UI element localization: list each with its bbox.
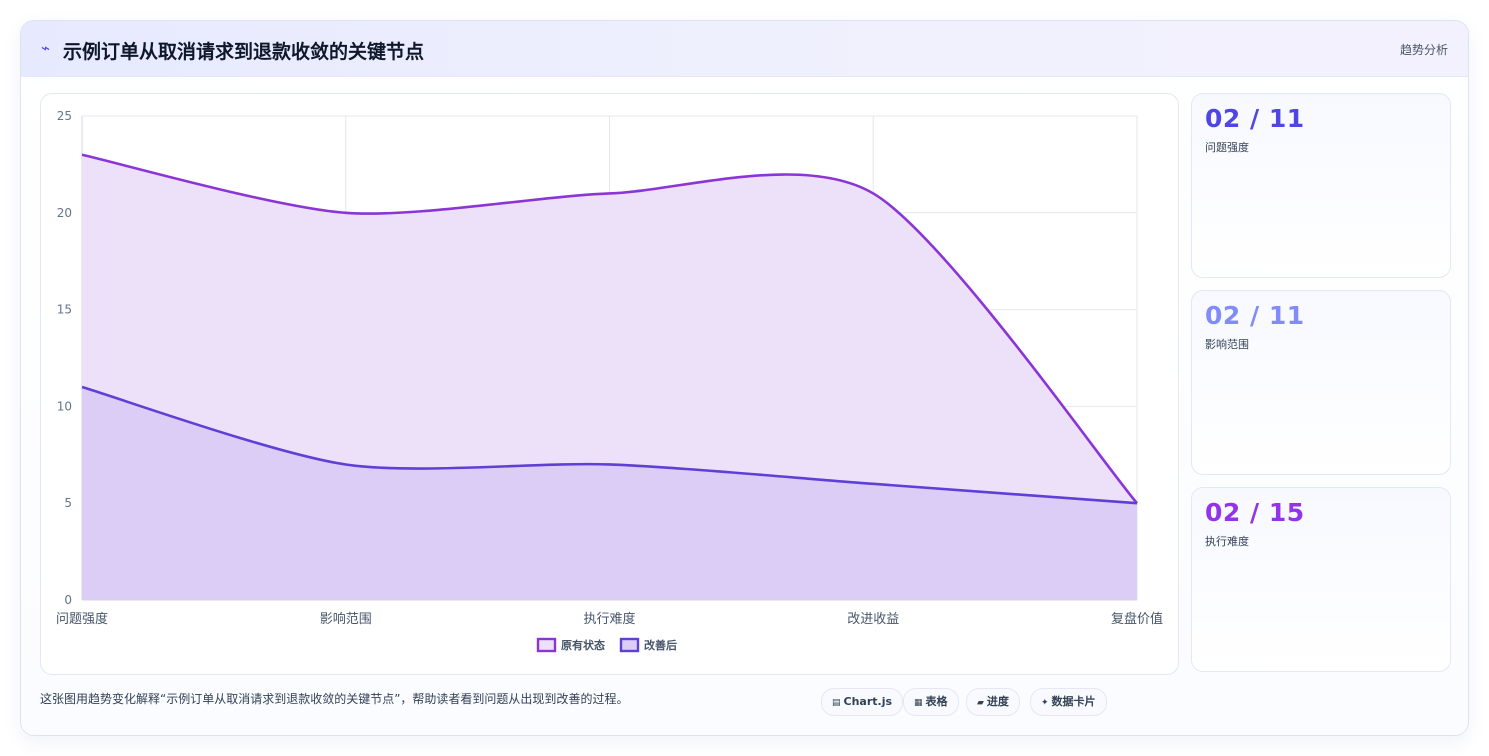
kpi-label: 执行难度 (1205, 535, 1249, 548)
card-title: 示例订单从取消请求到退款收敛的关键节点 (63, 41, 425, 63)
tag-label: Chart.js (843, 695, 893, 708)
legend-swatch (619, 637, 640, 653)
chart-card: ⌁ 示例订单从取消请求到退款收敛的关键节点 趋势分析 0 5 10 15 20 25 问题强… (20, 20, 1469, 736)
progress-icon: ▰ (977, 698, 984, 708)
tag-label: 数据卡片 (1051, 695, 1096, 708)
tag-table[interactable]: ▦ 表格 (903, 688, 959, 716)
trend-analysis-link[interactable]: 趋势分析 (1399, 43, 1448, 57)
tag-progress[interactable]: ▰ 进度 (966, 688, 1020, 716)
card-header: ⌁ 示例订单从取消请求到退款收敛的关键节点 趋势分析 (21, 21, 1468, 77)
chart-footnote: 这张图用趋势变化解释“示例订单从取消请求到退款收敛的关键节点”，帮助读者看到问题… (40, 692, 629, 706)
x-tick-label: 问题强度 (56, 611, 108, 627)
series-area (82, 387, 1137, 600)
kpi-label: 影响范围 (1205, 338, 1249, 351)
series-line (81, 385, 1138, 505)
kpi-value: 02 / 15 (1205, 498, 1305, 527)
kpi-card-problem-intensity: 02 / 11 问题强度 (1191, 93, 1451, 278)
legend-label: 改善后 (644, 638, 677, 652)
tag-data-card[interactable]: ✦ 数据卡片 (1030, 688, 1107, 716)
tag-label: 表格 (925, 695, 948, 708)
kpi-label: 问题强度 (1205, 141, 1249, 154)
table-icon: ▦ (914, 698, 923, 708)
y-tick-label: 20 (57, 206, 72, 220)
x-tick-label: 复盘价值 (1111, 611, 1163, 627)
y-tick-label: 10 (57, 399, 72, 413)
legend-swatch (536, 637, 557, 653)
kpi-card-impact-scope: 02 / 11 影响范围 (1191, 290, 1451, 475)
kpi-card-execution-difficulty: 02 / 15 执行难度 (1191, 487, 1451, 672)
tag-chartjs[interactable]: ▤ Chart.js (821, 688, 904, 716)
trend-line-icon: ⌁ (41, 39, 51, 57)
kpi-value: 02 / 11 (1205, 301, 1305, 330)
legend-label: 原有状态 (561, 638, 605, 652)
y-tick-label: 0 (64, 593, 72, 607)
chart-icon: ▤ (832, 698, 841, 708)
y-tick-label: 5 (64, 496, 72, 510)
y-tick-label: 25 (57, 109, 72, 123)
kpi-value: 02 / 11 (1205, 104, 1305, 133)
chart-panel: 0 5 10 15 20 25 问题强度 影响范围 执行难度 改进收益 复盘价值原有状态 改善后 (40, 93, 1179, 675)
x-tick-label: 改进收益 (847, 612, 899, 627)
card-icon: ✦ (1041, 698, 1049, 708)
x-tick-label: 执行难度 (583, 611, 635, 627)
series-line (81, 153, 1138, 505)
y-tick-label: 15 (57, 303, 72, 317)
x-tick-label: 影响范围 (320, 611, 372, 627)
tag-label: 进度 (986, 695, 1009, 708)
